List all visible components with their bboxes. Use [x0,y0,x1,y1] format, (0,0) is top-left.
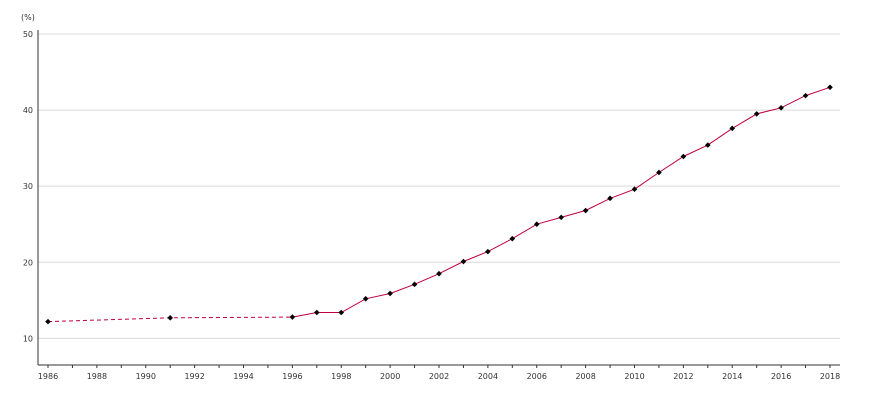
x-tick-label: 2014 [722,372,742,381]
data-point [729,125,736,132]
data-point [827,84,833,91]
y-tick-label: 40 [23,106,33,115]
data-point [705,142,711,148]
x-tick-label: 1994 [233,372,253,381]
data-point [582,207,589,214]
data-point [558,214,564,221]
y-tick-label: 30 [23,182,33,191]
y-unit-label: (%) [21,13,35,22]
x-tick-label: 2018 [820,372,840,381]
x-tick-label: 1986 [38,372,58,381]
x-tick-label: 1990 [136,372,156,381]
data-point [387,290,393,297]
data-point [338,309,345,316]
data-point [509,235,516,242]
gridlines [38,33,840,339]
x-tick-label: 2010 [624,372,644,381]
y-tick-label: 50 [23,30,33,39]
x-tick-label: 2008 [575,372,595,381]
data-point [778,105,784,111]
data-point [485,248,491,255]
data-point [289,314,296,320]
data-point [45,318,51,325]
series-markers [45,84,833,325]
x-tick-label: 1992 [184,372,204,381]
x-tick-label: 2016 [771,372,791,381]
data-point [656,169,662,176]
data-point [753,111,760,117]
data-point [680,153,687,160]
data-point [411,281,418,288]
data-point [362,296,369,302]
x-tick-label: 2000 [380,372,400,381]
x-tick-label: 1998 [331,372,351,381]
x-tick-label: 1988 [87,372,107,381]
data-point [167,315,173,321]
series-lines [47,86,831,323]
x-tick-label: 2004 [478,372,498,381]
series-line-solid [292,86,831,318]
x-axis-ticks: 1986 1988 1990 1992 1994 1996 1998 2000 2002 2004… [38,365,840,381]
x-tick-label: 1996 [282,372,302,381]
data-point [436,270,442,277]
data-point [802,92,809,99]
data-point [607,195,613,202]
x-tick-label: 2006 [527,372,547,381]
axes [37,30,840,366]
data-point [460,258,467,265]
y-tick-label: 10 [23,334,33,343]
data-point [314,309,320,316]
data-point [533,221,540,228]
x-tick-label: 2012 [673,372,693,381]
x-tick-label: 2002 [429,372,449,381]
y-tick-label: 20 [23,258,33,267]
y-axis-ticks: 10 20 30 40 50 [23,30,33,343]
data-point [631,186,638,193]
